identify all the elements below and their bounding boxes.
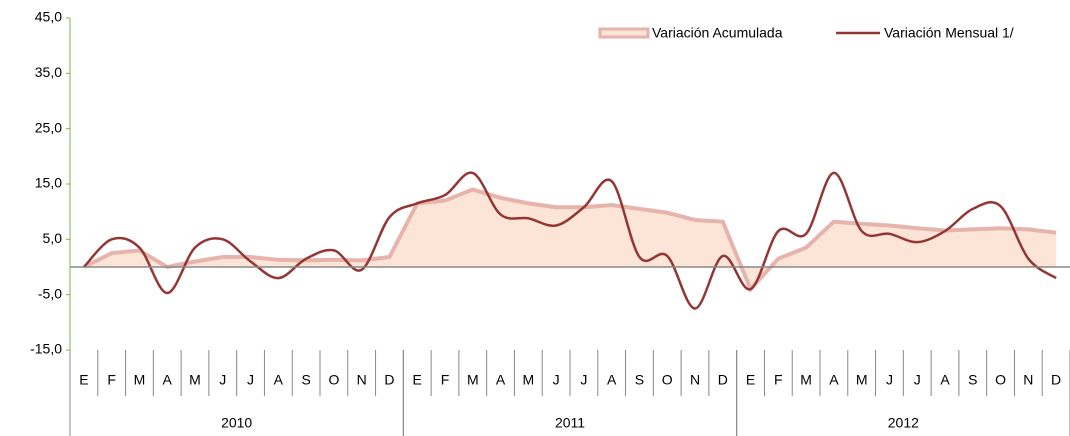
- x-tick-label: J: [886, 372, 893, 388]
- x-tick-label: M: [800, 372, 812, 388]
- x-tick-label: O: [328, 372, 339, 388]
- x-tick-label: M: [856, 372, 868, 388]
- x-tick-label: M: [189, 372, 201, 388]
- x-tick-label: M: [467, 372, 479, 388]
- area: [83, 189, 1057, 290]
- y-tick-label: -5,0: [38, 285, 62, 301]
- x-tick-label: F: [441, 372, 450, 388]
- y-tick-label: 15,0: [35, 175, 62, 191]
- x-tick-label: J: [247, 372, 254, 388]
- x-tick-label: N: [357, 372, 367, 388]
- y-tick-label: 5,0: [43, 230, 63, 246]
- x-tick-label: A: [163, 372, 173, 388]
- x-tick-label: E: [79, 372, 88, 388]
- x-tick-label: F: [107, 372, 116, 388]
- x-tick-label: D: [1051, 372, 1061, 388]
- x-tick-label: F: [774, 372, 783, 388]
- x-tick-label: D: [718, 372, 728, 388]
- x-tick-label: N: [1023, 372, 1033, 388]
- x-tick-label: S: [301, 372, 310, 388]
- x-tick-label: A: [274, 372, 284, 388]
- x-tick-label: J: [580, 372, 587, 388]
- legend-label: Variación Mensual 1/: [884, 25, 1014, 41]
- x-tick-label: O: [662, 372, 673, 388]
- year-label: 2010: [221, 415, 252, 431]
- x-tick-label: J: [553, 372, 560, 388]
- x-tick-label: S: [635, 372, 644, 388]
- year-label: 2012: [888, 415, 919, 431]
- y-tick-label: 25,0: [35, 119, 62, 135]
- y-tick-label: 35,0: [35, 64, 62, 80]
- x-tick-label: S: [968, 372, 977, 388]
- x-tick-label: M: [522, 372, 534, 388]
- x-tick-label: E: [413, 372, 422, 388]
- x-tick-label: E: [746, 372, 755, 388]
- x-tick-label: J: [914, 372, 921, 388]
- x-tick-label: O: [995, 372, 1006, 388]
- legend-label: Variación Acumulada: [652, 25, 783, 41]
- year-label: 2011: [555, 415, 585, 431]
- y-tick-label: 45,0: [35, 9, 62, 25]
- x-tick-label: M: [134, 372, 146, 388]
- line: [82, 171, 1057, 310]
- legend-swatch: [598, 27, 650, 39]
- x-tick-label: A: [607, 372, 617, 388]
- x-tick-label: A: [940, 372, 950, 388]
- x-tick-label: D: [384, 372, 394, 388]
- x-tick-label: A: [496, 372, 506, 388]
- x-tick-label: N: [690, 372, 700, 388]
- y-tick-label: -15,0: [30, 341, 62, 357]
- x-tick-label: J: [219, 372, 226, 388]
- x-tick-label: A: [829, 372, 839, 388]
